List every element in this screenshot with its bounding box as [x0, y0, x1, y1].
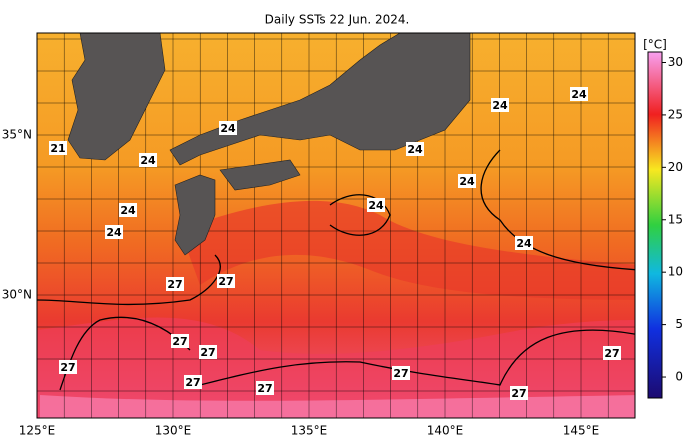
contour-label-text: 24 [407, 143, 423, 156]
label-box [199, 345, 217, 359]
contour-label: 24 [570, 87, 588, 101]
label-box [406, 142, 424, 156]
x-axis-label: 125°E [19, 424, 56, 438]
contour-label-text: 24 [140, 154, 156, 167]
contour-label: 24 [515, 236, 533, 250]
contour-label-text: 27 [511, 387, 526, 400]
colorbar-tick-label: 15 [668, 212, 683, 226]
contour-label-text: 27 [185, 376, 200, 389]
y-axis-label: 35°N [2, 128, 32, 142]
x-axis-label: 135°E [291, 424, 328, 438]
contour-label: 24 [119, 203, 137, 217]
title: Daily SSTs 22 Jun. 2024. [265, 13, 410, 27]
label-box [105, 225, 123, 239]
colorbar-tick-label: 20 [668, 160, 683, 174]
label-box [392, 366, 410, 380]
label-box [515, 236, 533, 250]
contour-label-text: 27 [200, 346, 215, 359]
contour-label: 24 [458, 174, 476, 188]
label-box [510, 386, 528, 400]
contour-label-text: 21 [50, 142, 65, 155]
contour-label-text: 24 [120, 204, 136, 217]
label-box [59, 360, 77, 374]
contour-label: 24 [139, 153, 157, 167]
contour-label: 24 [491, 98, 509, 112]
label-box [119, 203, 137, 217]
contour-label-text: 24 [571, 88, 587, 101]
contour-label: 24 [406, 142, 424, 156]
contour-label-text: 24 [492, 99, 508, 112]
x-axis-label: 145°E [563, 424, 600, 438]
label-box [49, 141, 67, 155]
contour-label-text: 27 [604, 347, 619, 360]
contour-label: 27 [199, 345, 217, 359]
colorbar-tick-label: 5 [675, 317, 683, 331]
label-box [256, 381, 274, 395]
label-box [171, 334, 189, 348]
label-box [217, 274, 235, 288]
contour-label: 27 [59, 360, 77, 374]
map-area: 21 24 24 24 24 24 24 24 24 24 24 27 27 27 27 27 27 27 27 27… [37, 33, 635, 418]
land [67, 33, 471, 256]
contour-label: 24 [219, 121, 237, 135]
colorbar [647, 51, 663, 399]
contour-label: 27 [510, 386, 528, 400]
contour-label: 27 [392, 366, 410, 380]
label-box [166, 277, 184, 291]
contour-label-text: 24 [516, 237, 532, 250]
label-box [139, 153, 157, 167]
contour-label-text: 27 [257, 382, 272, 395]
colorbar-label: [°C] [643, 38, 667, 52]
contour-label: 24 [367, 198, 385, 212]
colorbar-tick-label: 10 [668, 265, 683, 279]
x-axis-label: 140°E [427, 424, 464, 438]
contour-label: 24 [105, 225, 123, 239]
contour-label: 27 [166, 277, 184, 291]
contour-label: 27 [256, 381, 274, 395]
contour-label-text: 24 [106, 226, 122, 239]
contour-label-text: 27 [60, 361, 75, 374]
contour-label: 21 [49, 141, 67, 155]
warm-region [40, 395, 635, 418]
map-frame [36, 32, 636, 419]
contour-label-text: 27 [172, 335, 187, 348]
contour-label-text: 24 [368, 199, 384, 212]
label-box [491, 98, 509, 112]
warm-region [180, 200, 635, 300]
contour-label: 27 [184, 375, 202, 389]
contour-label-text: 27 [167, 278, 182, 291]
label-box [184, 375, 202, 389]
colorbar-tick-label: 25 [668, 107, 683, 121]
colorbar-tick-label: 0 [675, 370, 683, 384]
contour-label-text: 27 [218, 275, 233, 288]
contour-label-text: 27 [393, 367, 408, 380]
contour-label-text: 24 [220, 122, 236, 135]
label-box [458, 174, 476, 188]
contour-label: 27 [603, 346, 621, 360]
label-box [219, 121, 237, 135]
contour-label-text: 24 [459, 175, 475, 188]
x-axis-label: 130°E [155, 424, 192, 438]
label-box [603, 346, 621, 360]
contour-label: 27 [217, 274, 235, 288]
label-box [367, 198, 385, 212]
contour-label: 27 [171, 334, 189, 348]
colorbar-tick-label: 30 [668, 55, 683, 69]
label-box [570, 87, 588, 101]
y-axis-label: 30°N [2, 288, 32, 302]
